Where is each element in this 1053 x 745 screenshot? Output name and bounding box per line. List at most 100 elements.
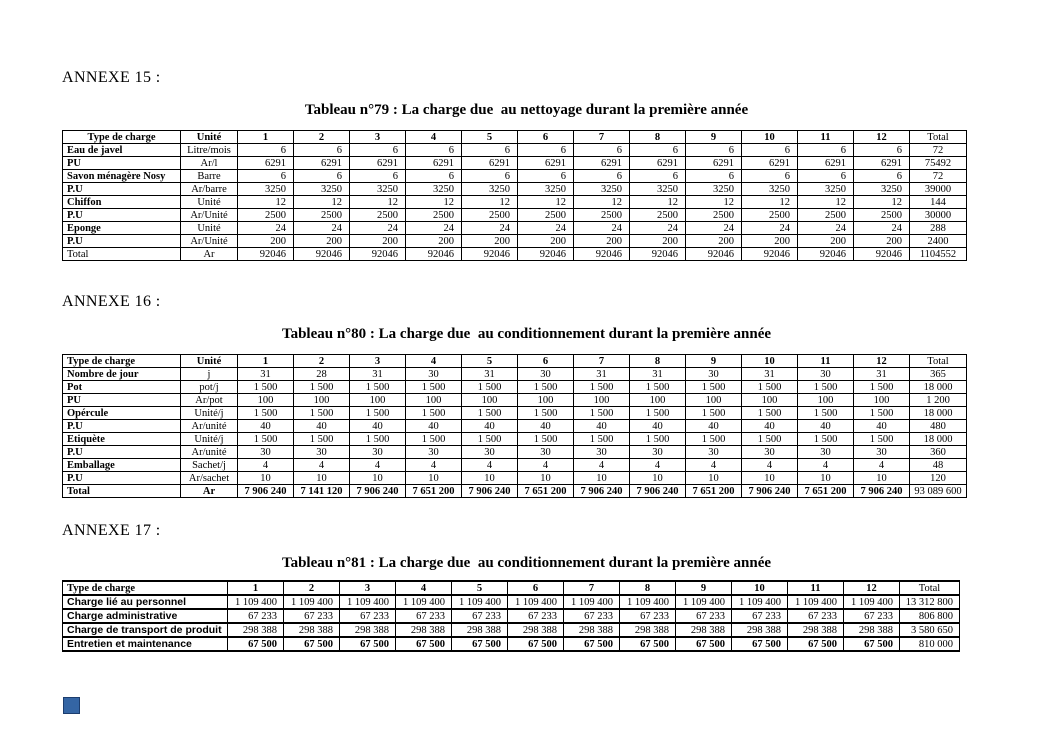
- row-label: Total: [62, 247, 181, 261]
- cell: 6: [741, 143, 798, 157]
- col-header: 8: [619, 580, 676, 596]
- cell: 6: [293, 169, 350, 183]
- cell: Ar/l: [180, 156, 238, 170]
- table-row: Charge lié au personnel 1 109 400 1 109 40…: [62, 594, 960, 610]
- cell: 6: [685, 143, 742, 157]
- cell: 1 500: [741, 406, 798, 420]
- cell: 6: [237, 143, 294, 157]
- row-label: Nombre de jour: [62, 367, 181, 381]
- row-label: Entretien et maintenance: [62, 636, 228, 652]
- cell: 92046: [405, 247, 462, 261]
- cell: 30: [685, 445, 742, 459]
- cell: 10: [573, 471, 630, 485]
- col-header: 2: [293, 354, 350, 368]
- row-label: P.U: [62, 182, 181, 196]
- cell: 1 500: [405, 380, 462, 394]
- cell: 18 000: [909, 406, 967, 420]
- cell: 4: [741, 458, 798, 472]
- table-80-title: Tableau n°80 : La charge due au conditio…: [281, 326, 772, 342]
- cell: 200: [573, 234, 630, 248]
- cell: Litre/mois: [180, 143, 238, 157]
- col-header: 1: [237, 130, 294, 144]
- cell: 12: [853, 195, 910, 209]
- cell: 24: [349, 221, 406, 235]
- col-header: Total: [909, 130, 967, 144]
- cell: 2500: [237, 208, 294, 222]
- cell: Barre: [180, 169, 238, 183]
- row-label: Charge lié au personnel: [62, 594, 228, 610]
- row-label: PU: [62, 156, 181, 170]
- col-header: 8: [629, 354, 686, 368]
- cell: 28: [293, 367, 350, 381]
- cell: 120: [909, 471, 967, 485]
- col-header: 11: [797, 130, 854, 144]
- cell: 92046: [797, 247, 854, 261]
- cell: 24: [853, 221, 910, 235]
- cell: 7 906 240: [853, 484, 910, 498]
- cell: 1104552: [909, 247, 967, 261]
- row-label: Charge administrative: [62, 608, 228, 624]
- col-header: 7: [563, 580, 620, 596]
- cell: 1 500: [405, 406, 462, 420]
- cell: 1 500: [741, 380, 798, 394]
- col-header: 5: [461, 354, 518, 368]
- cell: 200: [853, 234, 910, 248]
- cell: 30: [517, 445, 574, 459]
- row-label: Total: [62, 484, 181, 498]
- cell: 67 500: [283, 636, 340, 652]
- cell: 4: [853, 458, 910, 472]
- cell: 2500: [405, 208, 462, 222]
- cell: 1 109 400: [227, 594, 284, 610]
- table-row: Charge administrative 67 233 67 233 67 233 6…: [62, 608, 960, 624]
- cell: 40: [237, 419, 294, 433]
- col-header: 7: [573, 130, 630, 144]
- cell: 24: [517, 221, 574, 235]
- cell: 298 388: [619, 622, 676, 638]
- cell: 4: [797, 458, 854, 472]
- cell: 39000: [909, 182, 967, 196]
- cell: Unité/j: [180, 406, 238, 420]
- cell: 1 500: [349, 432, 406, 446]
- table-81-title: Tableau n°81 : La charge due au conditio…: [281, 555, 772, 571]
- cell: 1 500: [629, 380, 686, 394]
- cell: 30: [293, 445, 350, 459]
- cell: Ar: [180, 484, 238, 498]
- cell: 1 500: [237, 432, 294, 446]
- table-row: Emballage Sachet/j 4 4 4 4 4 4 4 4 4 4 4 4 48: [62, 458, 967, 472]
- table-row: Charge de transport de produit 298 388 298…: [62, 622, 960, 638]
- cell: 7 906 240: [461, 484, 518, 498]
- cell: 30: [629, 445, 686, 459]
- cell: 200: [405, 234, 462, 248]
- cell: 200: [629, 234, 686, 248]
- cell: 1 109 400: [283, 594, 340, 610]
- cell: 298 388: [339, 622, 396, 638]
- col-header: 7: [573, 354, 630, 368]
- cell: 4: [629, 458, 686, 472]
- cell: 24: [741, 221, 798, 235]
- cell: 6291: [293, 156, 350, 170]
- col-header: Type de charge: [62, 354, 181, 368]
- cell: 100: [237, 393, 294, 407]
- cell: Ar/Unité: [180, 208, 238, 222]
- cell: 3250: [293, 182, 350, 196]
- cell: 298 388: [507, 622, 564, 638]
- row-label: P.U: [62, 471, 181, 485]
- cell: 40: [853, 419, 910, 433]
- cell: 67 233: [787, 608, 844, 624]
- cell: 6: [237, 169, 294, 183]
- row-label: Charge de transport de produit: [62, 622, 228, 638]
- cell: 1 500: [685, 432, 742, 446]
- cell: 12: [517, 195, 574, 209]
- cell: 298 388: [731, 622, 788, 638]
- cell: 10: [629, 471, 686, 485]
- cell: 6291: [573, 156, 630, 170]
- col-header: 6: [517, 354, 574, 368]
- cell: Ar/sachet: [180, 471, 238, 485]
- cell: Ar/Unité: [180, 234, 238, 248]
- cell: 30: [405, 367, 462, 381]
- cell: 10: [797, 471, 854, 485]
- table-81: Type de charge 1 2 3 4 5 6 7 8 9 10 11 12 Total Charge…: [62, 580, 960, 652]
- cell: 30: [405, 445, 462, 459]
- cell: 6291: [797, 156, 854, 170]
- cell: 1 500: [461, 380, 518, 394]
